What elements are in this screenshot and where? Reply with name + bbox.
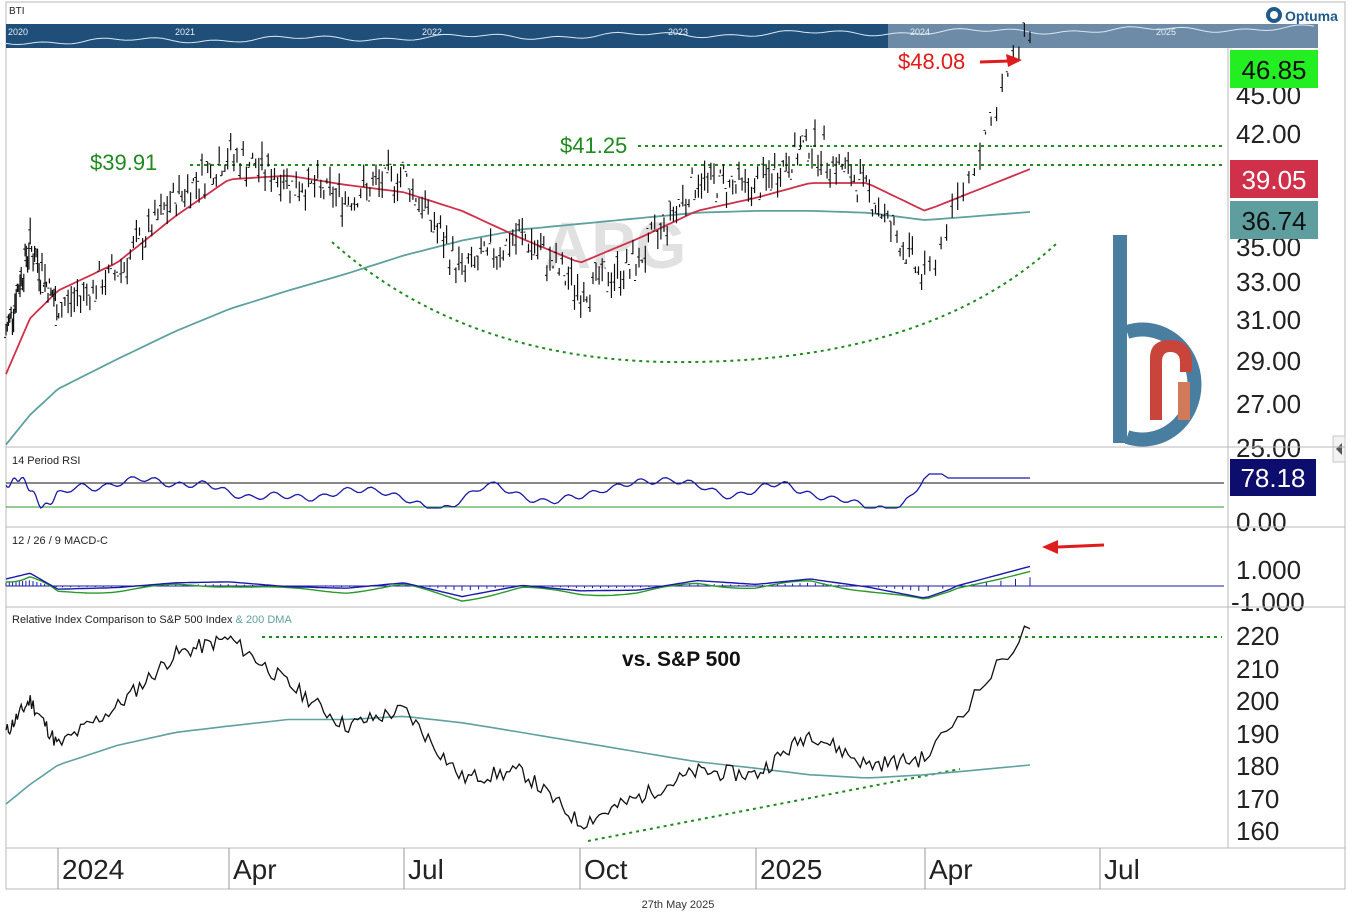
macd-line <box>5 565 1031 599</box>
relative-trendline <box>587 768 961 842</box>
macd-title: 12 / 26 / 9 MACD-C <box>12 535 108 547</box>
price-tick: 42.00 <box>1236 119 1301 149</box>
hb-logo <box>1113 235 1202 447</box>
navigator[interactable]: 2020 2021 2022 2023 2024 2025 <box>5 24 1318 48</box>
price-tick: 33.00 <box>1236 267 1301 297</box>
x-tick: 2025 <box>760 854 822 885</box>
x-tick: 2024 <box>62 854 124 885</box>
logo-stem <box>1113 235 1127 443</box>
relative-tick: 170 <box>1236 784 1279 814</box>
price-tick: 29.00 <box>1236 346 1301 376</box>
navigator-year: 2023 <box>668 27 688 37</box>
price-tick: 27.00 <box>1236 389 1301 419</box>
navigator-year: 2025 <box>1156 27 1176 37</box>
high-arrow <box>979 54 1022 67</box>
macd-arrow-shaft <box>1057 543 1105 549</box>
x-tick: Jul <box>1104 854 1140 885</box>
relative-tick: 200 <box>1236 686 1279 716</box>
macd-axis-label: 1.000 <box>1236 555 1301 585</box>
macd-arrow-head-icon <box>1042 540 1058 554</box>
resistance-label-1: $39.91 <box>90 150 157 175</box>
navigator-bar[interactable] <box>6 24 1318 48</box>
ma-fast-box <box>1230 160 1318 198</box>
rsi-axis-label: 0.00 <box>1236 507 1287 537</box>
price-bars <box>4 22 1031 338</box>
macd-axis-label: -1.000 <box>1231 587 1305 617</box>
relative-index-line <box>5 625 1031 830</box>
relative-tick: 180 <box>1236 751 1279 781</box>
rsi-value: 78.18 <box>1240 463 1305 493</box>
relative-title: Relative Index Comparison to S&P 500 Ind… <box>12 614 292 626</box>
ma-slow-value: 36.74 <box>1241 206 1306 236</box>
relative-ma-label: & 200 DMA <box>236 614 293 626</box>
rsi-line <box>5 473 1030 509</box>
relative-tick: 160 <box>1236 816 1279 846</box>
relative-title-text: Relative Index Comparison to S&P 500 Ind… <box>12 614 233 626</box>
navigator-years: 2020 2021 2022 2023 2024 2025 <box>8 27 1176 37</box>
ma-slow-box <box>1230 201 1318 239</box>
price-axis: 45.00 42.00 35.00 33.00 31.00 29.00 27.0… <box>1236 80 1301 463</box>
rsi-title: 14 Period RSI <box>12 455 80 467</box>
x-tick: Apr <box>929 854 973 885</box>
high-price-label: $48.08 <box>898 49 965 74</box>
relative-200dma-line <box>5 715 1031 805</box>
price-tick: 25.00 <box>1236 433 1301 463</box>
navigator-year: 2021 <box>175 27 195 37</box>
rsi-value-box <box>1230 459 1316 496</box>
brand-name: Optuma <box>1285 8 1338 24</box>
x-tick: Jul <box>408 854 444 885</box>
price-panel: APG $39.91 $41.25 $48.08 45.00 42.00 35.… <box>4 22 1346 463</box>
relative-tick: 210 <box>1236 654 1279 684</box>
x-tick: Apr <box>233 854 277 885</box>
relative-tick: 190 <box>1236 719 1279 749</box>
navigator-sparkline <box>5 24 1315 46</box>
ma-fast-line <box>5 168 1031 375</box>
rsi-panel: 14 Period RSI 78.18 0.00 <box>5 455 1316 537</box>
rounding-bottom-arc <box>331 241 1057 364</box>
navigator-year: 2022 <box>422 27 442 37</box>
relative-tick: 220 <box>1236 621 1279 651</box>
x-tick: Oct <box>584 854 628 885</box>
chevron-left-icon[interactable] <box>1336 443 1342 455</box>
chart-frame <box>5 1 1346 890</box>
navigator-selection[interactable] <box>888 24 1318 48</box>
price-tick: 31.00 <box>1236 305 1301 335</box>
scroll-handle[interactable] <box>1332 435 1346 463</box>
ma-slow-line <box>5 209 1031 446</box>
ma-fast-value: 39.05 <box>1241 165 1306 195</box>
brand-logo: Optuma <box>1266 7 1338 24</box>
x-axis: 2024 Apr Jul Oct 2025 Apr Jul <box>57 848 1140 889</box>
logo-accent-bar <box>1178 382 1190 420</box>
last-price-value: 46.85 <box>1241 55 1306 85</box>
high-arrow-shaft <box>979 59 1011 64</box>
logo-arc <box>1124 322 1202 447</box>
ticker-label: BTI <box>9 6 25 17</box>
resistance-label-2: $41.25 <box>560 133 627 158</box>
macd-signal-line <box>6 570 1031 602</box>
macd-arrow <box>1042 540 1105 554</box>
navigator-year: 2020 <box>8 27 28 37</box>
relative-annotation: vs. S&P 500 <box>622 648 741 671</box>
relative-panel: Relative Index Comparison to S&P 500 Ind… <box>5 614 1279 846</box>
footer-date: 27th May 2025 <box>642 899 715 911</box>
macd-panel: 12 / 26 / 9 MACD-C 1.000 -1.000 <box>5 535 1305 617</box>
high-arrow-head-icon <box>1006 54 1022 67</box>
last-price-box <box>1230 50 1318 88</box>
navigator-year: 2024 <box>910 27 930 37</box>
logo-accent <box>1150 340 1192 420</box>
